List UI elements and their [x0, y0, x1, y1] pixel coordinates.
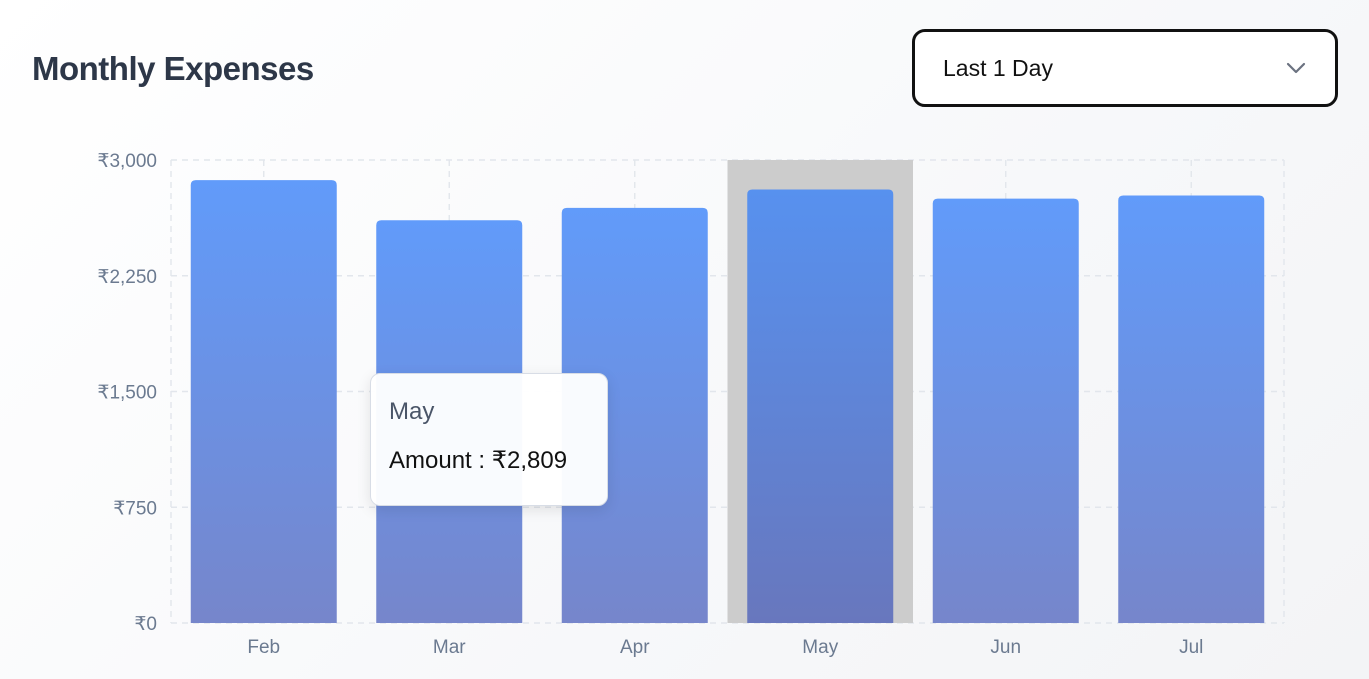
y-tick-label: ₹750 — [113, 498, 157, 519]
y-tick-label: ₹0 — [134, 614, 157, 635]
tooltip-label: May — [389, 398, 435, 425]
y-tick-label: ₹1,500 — [97, 383, 157, 404]
time-range-value: Last 1 Day — [943, 54, 1053, 81]
y-tick-label: ₹2,250 — [97, 267, 157, 288]
x-tick-label: Feb — [247, 637, 280, 658]
bar-jul[interactable] — [1118, 195, 1265, 623]
tooltip-value-row: Amount : ₹2,809 — [389, 446, 589, 475]
x-tick-label: Jun — [990, 637, 1021, 658]
bar-feb[interactable] — [190, 180, 337, 623]
x-tick-label: Jul — [1179, 637, 1203, 658]
bar-apr[interactable] — [561, 207, 708, 624]
x-tick-label: Mar — [433, 637, 466, 658]
chart-tooltip: May Amount : ₹2,809 — [370, 373, 608, 506]
chart-title: Monthly Expenses — [32, 50, 314, 87]
time-range-select[interactable]: Last 1 Day — [912, 29, 1338, 107]
x-axis-ticks: Feb Mar Apr May Jun Jul — [247, 637, 1203, 658]
tooltip-value: ₹2,809 — [491, 447, 568, 474]
tooltip-series: Amount — [389, 447, 472, 474]
bar-jun[interactable] — [932, 198, 1079, 624]
x-tick-label: May — [802, 637, 838, 658]
x-tick-label: Apr — [620, 637, 650, 658]
y-axis-ticks: ₹0 ₹750 ₹1,500 ₹2,250 ₹3,000 — [97, 151, 157, 635]
bars — [190, 180, 1265, 624]
y-tick-label: ₹3,000 — [97, 151, 157, 172]
tooltip-separator: : — [471, 447, 492, 474]
bar-may[interactable] — [747, 189, 894, 623]
chevron-down-icon — [1285, 57, 1307, 79]
